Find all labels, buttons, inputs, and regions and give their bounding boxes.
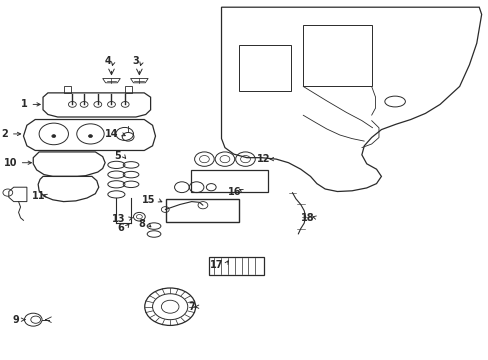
Text: 3: 3 xyxy=(132,56,139,66)
Text: 8: 8 xyxy=(138,219,145,229)
Text: 5: 5 xyxy=(114,150,121,161)
Text: 9: 9 xyxy=(13,315,20,325)
Text: 4: 4 xyxy=(104,56,111,66)
Text: 7: 7 xyxy=(188,302,195,312)
Text: 16: 16 xyxy=(227,186,241,197)
Text: 1: 1 xyxy=(21,99,28,109)
Text: 2: 2 xyxy=(1,129,8,139)
Text: 12: 12 xyxy=(256,154,270,164)
Circle shape xyxy=(88,135,92,138)
Text: 13: 13 xyxy=(112,214,125,224)
Circle shape xyxy=(52,135,56,138)
Text: 17: 17 xyxy=(209,260,223,270)
Text: 6: 6 xyxy=(117,222,123,233)
Text: 15: 15 xyxy=(141,195,155,205)
Text: 14: 14 xyxy=(105,129,119,139)
Text: 10: 10 xyxy=(3,158,17,168)
Text: 18: 18 xyxy=(300,213,314,223)
Text: 11: 11 xyxy=(32,191,45,201)
